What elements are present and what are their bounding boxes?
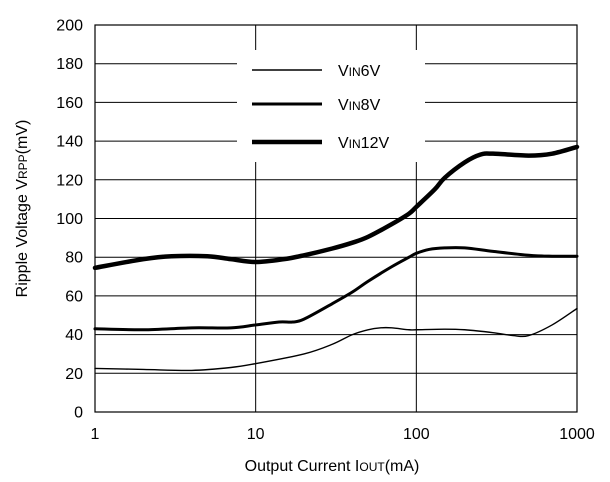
series-line-VIN8V: [93, 246, 579, 332]
y-tick-label-40: 40: [65, 327, 83, 344]
plot-area-frame: [94, 24, 578, 413]
chart-series-group: [92, 144, 580, 372]
y-tick-label-120: 120: [56, 172, 83, 189]
x-axis-label: Output Current IOUT(mA): [245, 458, 420, 475]
y-tick-label-0: 0: [74, 405, 83, 422]
series-line-VIN6V: [94, 307, 578, 372]
y-tick-label-80: 80: [65, 250, 83, 267]
x-tick-label-10: 10: [247, 426, 265, 443]
x-tick-label-1000: 1000: [559, 426, 595, 443]
y-axis-label: Ripple Voltage VRPP(mV): [14, 120, 31, 298]
x-axis-ticks: 1 10 100 1000: [91, 426, 595, 443]
y-tick-label-140: 140: [56, 134, 83, 151]
y-tick-label-100: 100: [56, 211, 83, 228]
legend-label-VIN8V: VIN8V: [338, 97, 381, 114]
y-tick-label-20: 20: [65, 366, 83, 383]
series-line-VIN12V: [92, 144, 580, 271]
legend-label-VIN12V: VIN12V: [338, 135, 389, 152]
x-axis-label-sub: OUT: [359, 460, 385, 474]
y-axis-ticks: 0 20 40 60 80 100 120 140 160 180 200: [56, 18, 83, 422]
x-axis-label-unit: (mA): [385, 458, 420, 475]
legend-label-VIN6V: VIN6V: [338, 63, 381, 80]
x-axis-label-main: Output Current I: [245, 458, 360, 475]
y-tick-label-60: 60: [65, 288, 83, 305]
x-tick-label-1: 1: [91, 426, 100, 443]
y-axis-label-unit: (mV): [14, 120, 31, 155]
y-axis-label-sub: RPP: [16, 154, 30, 179]
y-tick-label-200: 200: [56, 18, 83, 35]
legend-box: [237, 50, 425, 162]
x-tick-label-100: 100: [403, 426, 430, 443]
y-axis-label-main: Ripple Voltage V: [14, 179, 31, 298]
y-tick-label-160: 160: [56, 95, 83, 112]
chart-legend: VIN6V VIN8V VIN12V: [237, 50, 425, 162]
y-tick-label-180: 180: [56, 56, 83, 73]
